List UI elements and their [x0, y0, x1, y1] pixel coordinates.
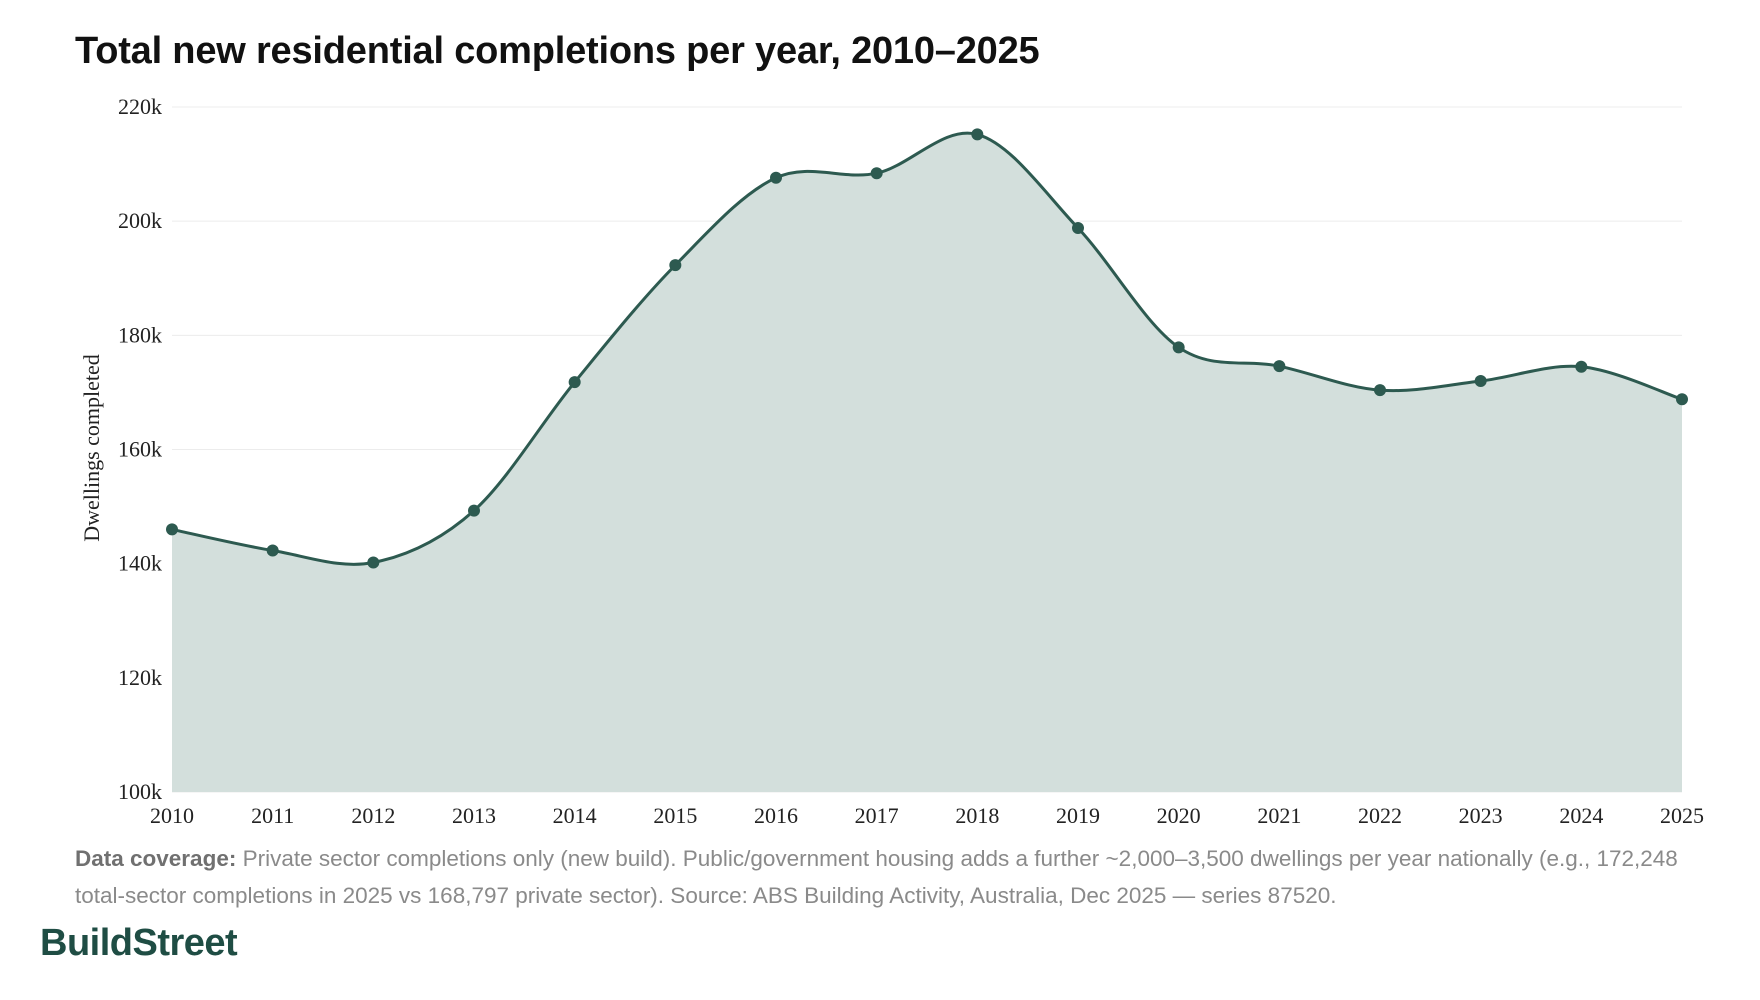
y-tick-label: 180k	[118, 322, 162, 347]
x-tick-label: 2017	[855, 803, 899, 828]
data-point	[166, 523, 178, 536]
x-axis-ticks: 2010 2011 2012 2013 2014 2015 2016 2017 2018 2019…	[150, 803, 1704, 828]
y-axis-label: Dwellings completed	[79, 354, 104, 542]
y-tick-label: 140k	[118, 551, 162, 576]
x-tick-label: 2020	[1157, 803, 1201, 828]
x-tick-label: 2022	[1358, 803, 1402, 828]
x-tick-label: 2012	[351, 803, 395, 828]
data-point	[468, 504, 480, 517]
data-point	[971, 128, 984, 141]
y-tick-label: 160k	[118, 437, 162, 462]
data-point	[1575, 360, 1588, 373]
data-point	[1474, 375, 1487, 387]
y-tick-label: 220k	[118, 94, 162, 119]
x-tick-label: 2023	[1459, 803, 1503, 828]
x-tick-label: 2010	[150, 803, 194, 828]
data-point	[1374, 384, 1386, 397]
data-points	[166, 128, 1688, 569]
data-point	[1072, 222, 1084, 235]
x-tick-label: 2024	[1559, 803, 1603, 828]
data-point	[568, 376, 581, 389]
data-point	[669, 259, 682, 272]
x-tick-label: 2016	[754, 803, 798, 828]
y-axis-ticks: 100k 120k 140k 160k 180k 200k 220k	[118, 94, 162, 804]
data-coverage-note: Data coverage: Private sector completion…	[75, 840, 1695, 914]
y-tick-label: 120k	[118, 665, 162, 690]
data-point	[367, 556, 380, 569]
area-fill	[172, 133, 1682, 792]
x-tick-label: 2014	[553, 803, 597, 828]
x-tick-label: 2013	[452, 803, 496, 828]
y-tick-label: 200k	[118, 208, 162, 233]
x-tick-label: 2011	[251, 803, 294, 828]
x-tick-label: 2015	[653, 803, 697, 828]
data-point	[1273, 360, 1286, 373]
x-tick-label: 2021	[1257, 803, 1301, 828]
brand-logo: BuildStreet	[40, 922, 238, 964]
y-tick-label: 100k	[118, 779, 162, 804]
data-point	[266, 544, 279, 557]
x-tick-label: 2018	[955, 803, 999, 828]
series-line	[171, 131, 1683, 566]
x-tick-label: 2025	[1660, 803, 1704, 828]
footnote-text: Private sector completions only (new bui…	[75, 846, 1678, 908]
x-tick-label: 2019	[1056, 803, 1100, 828]
footnote-label: Data coverage:	[75, 846, 237, 871]
chart-title: Total new residential completions per ye…	[75, 30, 1040, 72]
data-point	[1172, 341, 1185, 354]
data-point	[870, 167, 883, 180]
data-point	[770, 171, 782, 184]
data-point	[1676, 393, 1688, 406]
